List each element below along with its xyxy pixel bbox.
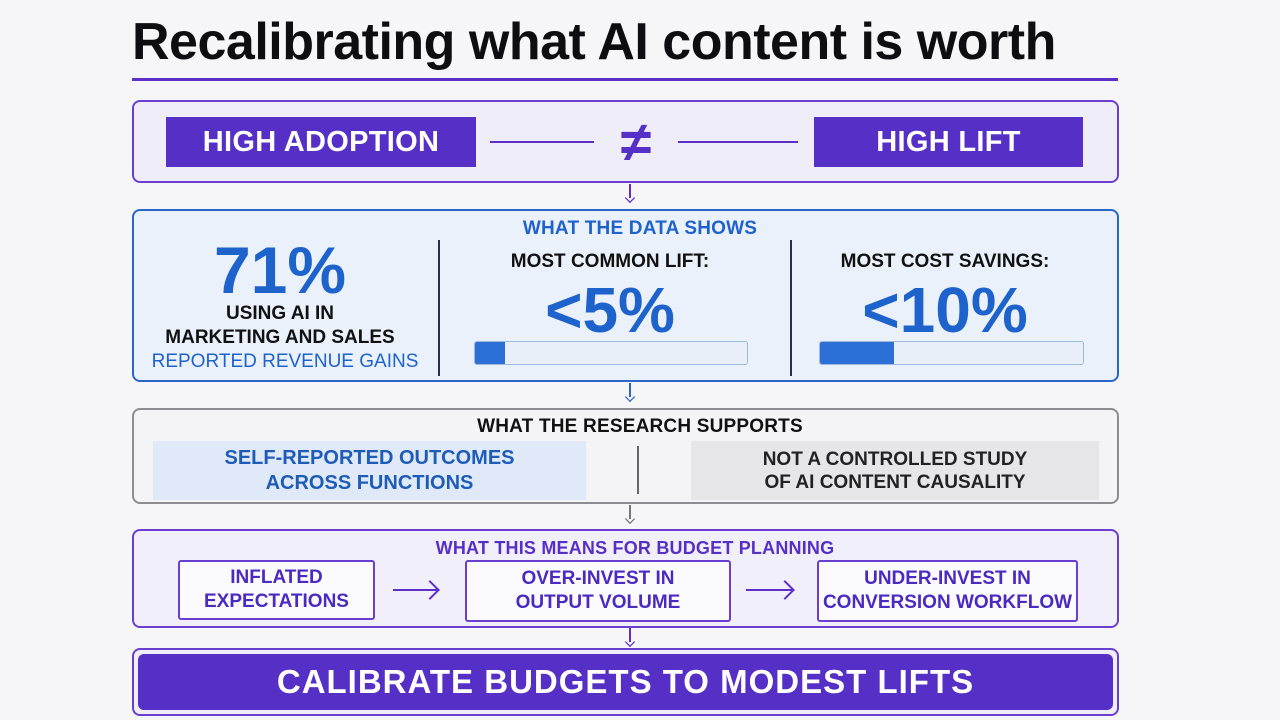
lift-value: <5% [545, 274, 675, 346]
adoption-stat-line2: MARKETING AND SALES [165, 327, 395, 348]
step1-line2: EXPECTATIONS [204, 591, 349, 612]
step2-line1: OVER-INVEST IN [521, 568, 675, 589]
step1-line1: INFLATED [230, 567, 323, 588]
right-arrow-icon [746, 578, 796, 602]
left-connector-line [490, 141, 594, 143]
right-connector-line [678, 141, 798, 143]
under-invest-box: UNDER-INVEST IN CONVERSION WORKFLOW [817, 560, 1078, 622]
down-arrow-icon [620, 383, 640, 405]
budget-heading: WHAT THIS MEANS FOR BUDGET PLANNING [435, 538, 835, 558]
divider-right [790, 240, 792, 376]
savings-label: MOST COST SAVINGS: [840, 251, 1050, 272]
step3-line1: UNDER-INVEST IN [864, 568, 1031, 589]
self-reported-box: SELF-REPORTED OUTCOMES ACROSS FUNCTIONS [153, 441, 586, 500]
divider-left [438, 240, 440, 376]
down-arrow-icon [620, 184, 640, 206]
over-invest-box: OVER-INVEST IN OUTPUT VOLUME [465, 560, 731, 622]
down-arrow-icon [620, 628, 640, 650]
inflated-expectations-box: INFLATED EXPECTATIONS [178, 560, 375, 620]
not-controlled-line2: OF AI CONTENT CAUSALITY [764, 471, 1026, 493]
right-arrow-icon [393, 578, 441, 602]
adoption-stat-line1: USING AI IN [225, 303, 335, 324]
lift-label: MOST COMMON LIFT: [510, 251, 710, 272]
not-controlled-box: NOT A CONTROLLED STUDY OF AI CONTENT CAU… [691, 441, 1099, 500]
calibrate-budgets-banner: CALIBRATE BUDGETS TO MODEST LIFTS [138, 654, 1113, 710]
adoption-stat-value: 71% [213, 233, 347, 307]
research-heading: WHAT THE RESEARCH SUPPORTS [477, 416, 803, 437]
savings-progress-fill [820, 342, 894, 364]
research-divider [637, 446, 639, 494]
not-equal-icon: ≠ [620, 110, 652, 173]
high-adoption-box: HIGH ADOPTION [166, 117, 476, 167]
adoption-stat-line3: REPORTED REVENUE GAINS [151, 351, 419, 372]
page-title: Recalibrating what AI content is worth [132, 13, 1056, 71]
savings-progress-bar [819, 341, 1084, 365]
lift-progress-bar [474, 341, 748, 365]
lift-progress-fill [475, 342, 505, 364]
step2-line2: OUTPUT VOLUME [515, 592, 681, 613]
data-heading: WHAT THE DATA SHOWS [522, 218, 758, 239]
not-controlled-line1: NOT A CONTROLLED STUDY [762, 448, 1028, 470]
self-reported-line2: ACROSS FUNCTIONS [265, 471, 474, 494]
savings-value: <10% [862, 274, 1028, 346]
down-arrow-icon [620, 505, 640, 527]
title-underline [132, 78, 1118, 81]
self-reported-line1: SELF-REPORTED OUTCOMES [224, 446, 515, 469]
high-lift-box: HIGH LIFT [814, 117, 1083, 167]
step3-line2: CONVERSION WORKFLOW [822, 592, 1073, 613]
